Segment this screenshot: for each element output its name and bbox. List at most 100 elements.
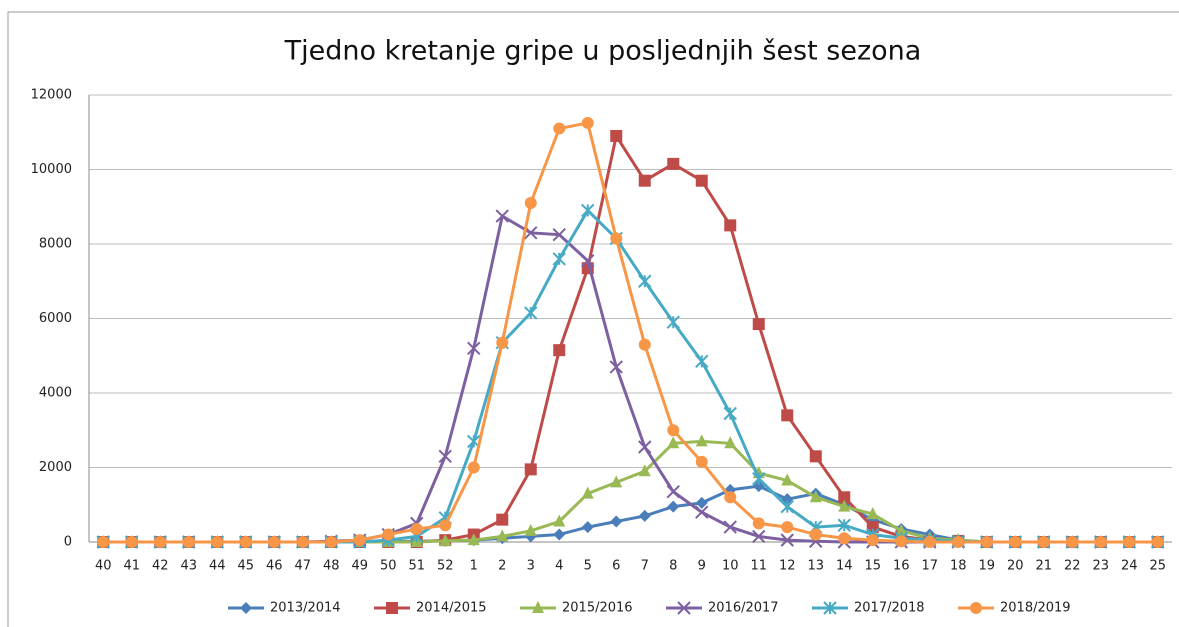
point-marker	[866, 534, 879, 547]
marker-part	[752, 529, 766, 544]
marker-part	[695, 174, 708, 187]
point-marker	[695, 354, 709, 369]
point-marker	[296, 536, 309, 548]
point-marker	[154, 536, 167, 548]
marker-part	[325, 536, 338, 548]
marker-part	[638, 274, 652, 288]
point-marker	[895, 535, 908, 548]
marker-part	[667, 424, 680, 437]
series-line	[103, 208, 1158, 544]
marker-part	[467, 533, 480, 546]
point-marker	[353, 534, 366, 547]
marker-part	[866, 521, 879, 534]
point-marker	[524, 306, 538, 320]
y-tick-label: 6000	[39, 311, 72, 326]
marker-part	[895, 523, 908, 536]
point-marker	[781, 409, 794, 422]
marker-part	[496, 336, 509, 349]
series-line	[103, 132, 1158, 544]
point-marker	[386, 602, 398, 614]
marker-part	[809, 490, 822, 503]
point-marker	[524, 523, 537, 536]
marker-part	[410, 522, 423, 535]
x-tick-label: 43	[180, 559, 197, 574]
marker-part	[581, 254, 595, 268]
marker-part	[438, 449, 452, 464]
point-marker	[1151, 536, 1164, 548]
marker-part	[1009, 536, 1022, 548]
legend-label: 2016/2017	[708, 601, 779, 616]
x-tick-label: 41	[123, 559, 140, 574]
marker-part	[638, 338, 651, 351]
legend-label: 2017/2018	[854, 601, 925, 616]
x-tick-label: 40	[95, 559, 112, 574]
point-marker	[667, 157, 680, 170]
point-marker	[553, 514, 566, 527]
marker-part	[610, 515, 623, 528]
point-marker	[695, 505, 709, 519]
marker-part	[838, 491, 851, 504]
x-tick-label: 14	[836, 559, 853, 574]
x-tick-label: 21	[1035, 559, 1052, 574]
marker-part	[524, 463, 537, 476]
x-tick-label: 46	[266, 559, 283, 574]
point-marker	[439, 519, 452, 532]
legend-label: 2014/2015	[416, 601, 487, 616]
point-marker	[524, 197, 537, 210]
marker-part	[1123, 536, 1136, 548]
chart-frame	[7, 11, 1179, 627]
x-tick-label: 17	[921, 559, 938, 574]
point-marker	[781, 473, 794, 486]
marker-part	[809, 528, 822, 541]
marker-part	[125, 536, 138, 548]
marker-part	[1151, 536, 1164, 548]
point-marker	[823, 601, 837, 615]
point-marker	[609, 360, 623, 374]
x-tick-label: 23	[1092, 559, 1109, 574]
marker-part	[837, 518, 851, 532]
marker-part	[439, 519, 452, 532]
marker-part	[724, 491, 737, 504]
point-marker	[723, 406, 737, 421]
point-marker	[581, 521, 594, 534]
point-marker	[97, 536, 110, 548]
x-tick-label: 12	[779, 559, 796, 574]
marker-part	[752, 471, 766, 486]
marker-part	[211, 536, 224, 548]
x-tick-label: 45	[237, 559, 254, 574]
x-tick-label: 16	[893, 559, 910, 574]
point-marker	[552, 227, 566, 242]
point-marker	[438, 449, 452, 464]
y-tick-label: 10000	[31, 162, 72, 177]
point-marker	[581, 254, 595, 268]
marker-part	[809, 450, 822, 463]
point-marker	[496, 513, 509, 526]
marker-part	[666, 315, 680, 329]
point-marker	[838, 499, 851, 512]
legend-item: 2015/2016	[520, 601, 633, 616]
point-marker	[752, 471, 766, 486]
point-marker	[667, 436, 680, 449]
legend-label: 2013/2014	[270, 601, 341, 616]
marker-part	[1094, 536, 1107, 548]
x-tick-label: 8	[669, 559, 677, 574]
marker-part	[553, 344, 566, 357]
series-line	[103, 213, 1158, 544]
series-line	[103, 439, 1158, 544]
point-marker	[677, 601, 691, 615]
point-marker	[553, 344, 566, 357]
marker-part	[154, 536, 167, 548]
x-tick-label: 48	[323, 559, 340, 574]
marker-part	[923, 536, 936, 548]
point-marker	[638, 274, 652, 288]
marker-part	[667, 157, 680, 170]
point-marker	[838, 532, 851, 545]
marker-part	[97, 536, 110, 548]
point-marker	[268, 536, 281, 548]
x-tick-label: 3	[527, 559, 535, 574]
marker-part	[677, 601, 691, 615]
marker-part	[467, 341, 481, 356]
y-tick-label: 0	[64, 535, 72, 550]
point-marker	[970, 602, 982, 614]
